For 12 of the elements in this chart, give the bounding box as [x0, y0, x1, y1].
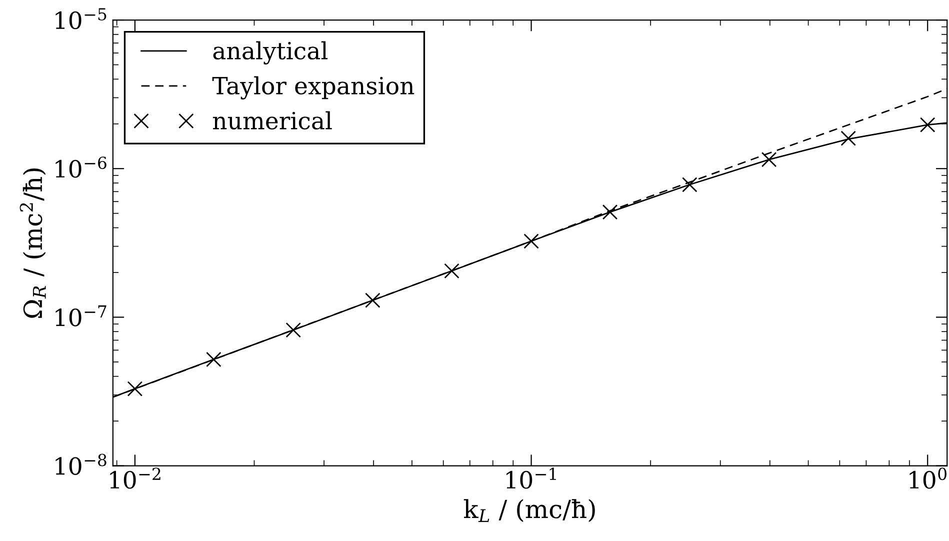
y-tick-label: 10$^{−6}$ — [56, 156, 106, 178]
x-tick-label: 10$^{0}$ — [910, 468, 946, 489]
x-tick-label: 10$^{−2}$ — [110, 468, 160, 489]
legend-label: Taylor expansion — [212, 76, 414, 100]
x-tick-label: 10$^{−1}$ — [506, 468, 556, 489]
legend-label: numerical — [212, 111, 332, 130]
y-tick-label: 10$^{−7}$ — [56, 305, 106, 326]
y-axis-title: Ω$_{R}$ / (mc$^{2}$/ħ) — [20, 168, 46, 318]
legend-label: analytical — [213, 41, 328, 64]
x-axis-title: k$_{L}$ / (mc/ħ) — [464, 499, 595, 522]
y-tick-label: 10$^{−8}$ — [56, 454, 106, 475]
y-tick-label: 10$^{−5}$ — [56, 8, 106, 30]
